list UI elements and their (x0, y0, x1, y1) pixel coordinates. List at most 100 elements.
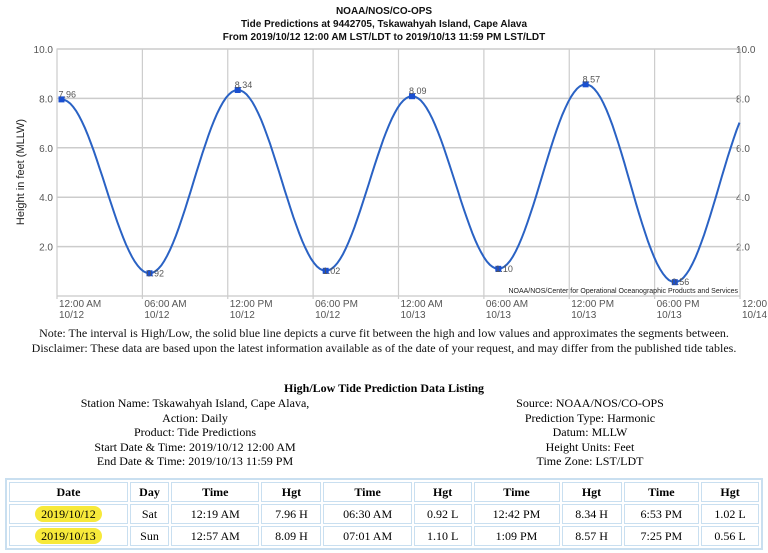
cell-value: 7.96 H (275, 506, 308, 521)
meta-line: Datum: MLLW (552, 425, 628, 439)
table-row: 2019/10/13 Sun 12:57 AM 8.09 H 07:01 AM 1.10 … (9, 526, 759, 546)
cell-value: 07:01 AM (343, 528, 393, 543)
data-point (582, 81, 589, 88)
cell-value: 0.92 L (426, 506, 459, 521)
table-cell: 12:19 AM (171, 504, 260, 524)
data-point (671, 279, 678, 286)
chart-credit: NOAA/NOS/Center for Operational Oceanogr… (508, 288, 738, 295)
y-tick-label-right: 6.0 (736, 144, 750, 155)
x-tick-date: 10/14 (742, 310, 767, 320)
cell-value: Sun (140, 528, 159, 543)
cell-value: 8.34 H (575, 506, 608, 521)
data-label: 0.92 (146, 268, 164, 278)
x-tick-time: 12:00 PM (571, 299, 614, 310)
table-cell: 8.34 H (561, 504, 622, 524)
y-axis-label: Height in feet (MLLW) (15, 119, 27, 225)
x-tick-time: 12:00 AM (59, 299, 101, 310)
column-header: Day (129, 482, 170, 502)
cell-value: 1:09 PM (495, 528, 538, 543)
meta-line: Prediction Type: Harmonic (524, 410, 656, 425)
cell-value: 6:53 PM (640, 506, 683, 521)
tide-chart: 2.0 2.0 4.0 4.0 6.0 6.0 8.0 8.0 10.0 10.0 12:00 AM… (15, 45, 767, 320)
table-cell: 06:30 AM (323, 504, 412, 524)
listing-meta-right: Source: NOAA/NOS/CO-OPS Prediction Type:… (480, 396, 700, 469)
column-header: Time (473, 482, 560, 502)
x-tick-time: 06:00 AM (144, 299, 186, 310)
table-cell: 0.56 L (701, 526, 759, 546)
column-header: Hgt (261, 482, 322, 502)
table-cell: 2019/10/13 (9, 526, 128, 546)
tide-curve (61, 83, 741, 284)
cell-value: 1.02 L (714, 506, 746, 521)
chart-disclaimer: Disclaimer: These data are based upon th… (31, 341, 737, 355)
meta-line: Time Zone: LST/LDT (536, 454, 644, 468)
data-point (495, 265, 502, 272)
x-tick-date: 10/13 (401, 310, 426, 320)
column-header: Hgt (561, 482, 622, 502)
table-cell: 8.09 H (261, 526, 322, 546)
y-tick-label-right: 10.0 (736, 45, 756, 56)
column-header: Time (171, 482, 260, 502)
x-tick-date: 10/13 (486, 310, 511, 320)
meta-line: End Date & Time: 2019/10/13 11:59 PM (96, 454, 294, 468)
x-tick-date: 10/12 (59, 310, 84, 320)
listing-meta-left: Station Name: Tskawahyah Island, Cape Al… (40, 396, 350, 469)
table-cell: 7.96 H (261, 504, 322, 524)
chart-title-1: NOAA/NOS/CO-OPS (335, 6, 433, 17)
date-highlight: 2019/10/13 (35, 527, 102, 544)
table-cell: 1:09 PM (473, 526, 560, 546)
column-header: Date (9, 482, 128, 502)
cell-value: 8.09 H (275, 528, 308, 543)
column-header: Time (323, 482, 412, 502)
data-label: 8.34 (235, 80, 253, 90)
tide-table: Date Day Time Hgt Time Hgt Time Hgt Time Hgt 2019… (5, 478, 763, 550)
chart-note: Note: The interval is High/Low, the soli… (39, 326, 729, 340)
cell-value: 1.10 L (426, 528, 459, 543)
table-cell: 0.92 L (413, 504, 472, 524)
cell-value: 7:25 PM (640, 528, 683, 543)
date-highlight: 2019/10/12 (35, 505, 102, 522)
x-tick-date: 10/12 (315, 310, 340, 320)
table-cell: Sat (129, 504, 170, 524)
table-cell: 6:53 PM (623, 504, 700, 524)
chart-title-2: Tide Predictions at 9442705, Tskawahyah … (240, 19, 528, 30)
cell-value: 8.57 H (575, 528, 608, 543)
y-tick-label-right: 8.0 (736, 94, 750, 105)
cell-value: 12:19 AM (190, 506, 240, 521)
y-tick-label-left: 8.0 (39, 94, 53, 105)
data-point (58, 96, 65, 103)
table-header: Date Day Time Hgt Time Hgt Time Hgt Time Hgt (9, 482, 759, 502)
table-row: 2019/10/12 Sat 12:19 AM 7.96 H 06:30 AM 0.92 … (9, 504, 759, 524)
data-label: 1.10 (495, 264, 513, 274)
x-tick-time: 12:00 PM (230, 299, 273, 310)
cell-value: 06:30 AM (343, 506, 393, 521)
y-tick-label-left: 6.0 (39, 144, 53, 155)
table-cell: Sun (129, 526, 170, 546)
cell-value: 0.56 L (714, 528, 746, 543)
x-tick-date: 10/12 (144, 310, 169, 320)
table-cell: 12:57 AM (171, 526, 260, 546)
table-cell: 1.10 L (413, 526, 472, 546)
listing-title: High/Low Tide Prediction Data Listing (283, 381, 485, 395)
x-tick-time: 12:00 (742, 299, 767, 310)
y-tick-label-left: 4.0 (39, 193, 53, 204)
meta-line: Product: Tide Predictions (133, 425, 256, 439)
table-cell: 7:25 PM (623, 526, 700, 546)
x-tick-time: 06:00 PM (315, 299, 358, 310)
column-header: Hgt (701, 482, 759, 502)
x-tick-time: 12:00 AM (401, 299, 443, 310)
table-cell: 12:42 PM (473, 504, 560, 524)
data-point (322, 267, 329, 274)
y-tick-label-right: 4.0 (736, 193, 750, 204)
table-cell: 1.02 L (701, 504, 759, 524)
y-tick-label-right: 2.0 (736, 243, 750, 254)
data-point (234, 87, 241, 94)
chart-title-3: From 2019/10/12 12:00 AM LST/LDT to 2019… (222, 32, 546, 43)
data-label: 7.96 (59, 89, 77, 99)
x-tick-date: 10/13 (657, 310, 682, 320)
x-tick-time: 06:00 AM (486, 299, 528, 310)
data-label: 0.56 (672, 277, 690, 287)
cell-value: 12:42 PM (492, 506, 541, 521)
meta-line: Station Name: Tskawahyah Island, Cape Al… (80, 396, 310, 410)
meta-line: Height Units: Feet (545, 439, 635, 454)
